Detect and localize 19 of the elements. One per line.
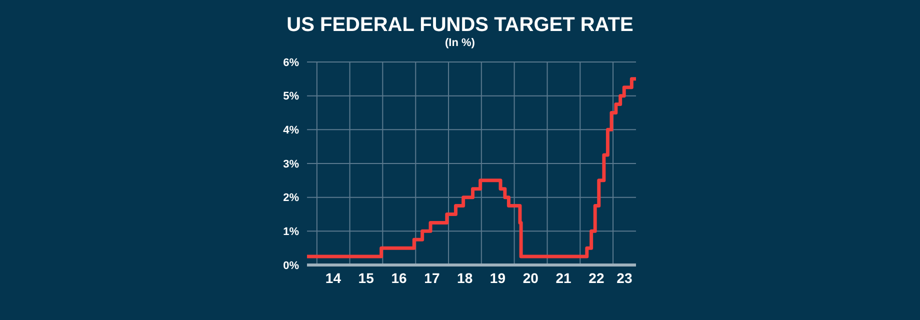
x-tick-label: 19	[490, 270, 506, 286]
y-tick-label: 5%	[283, 90, 300, 103]
chart-subtitle: (In %)	[444, 37, 476, 49]
x-tick-label: 22	[588, 270, 604, 286]
x-tick-label: 21	[556, 270, 572, 286]
y-tick-label: 1%	[283, 226, 300, 238]
y-tick-label: 0%	[283, 260, 300, 272]
x-tick-label: 20	[522, 270, 539, 286]
x-tick-label: 15	[358, 270, 374, 286]
x-tick-label: 23	[616, 270, 632, 286]
chart-title: US FEDERAL FUNDS TARGET RATE	[286, 14, 634, 37]
x-tick-label: 14	[325, 270, 342, 286]
y-tick-label: 3%	[283, 158, 300, 170]
y-tick-label: 6%	[283, 56, 300, 69]
y-tick-label: 4%	[283, 124, 300, 137]
x-tick-label: 18	[457, 270, 473, 286]
x-tick-label: 16	[391, 270, 408, 286]
y-tick-label: 2%	[283, 192, 300, 204]
x-tick-label: 17	[424, 270, 440, 286]
